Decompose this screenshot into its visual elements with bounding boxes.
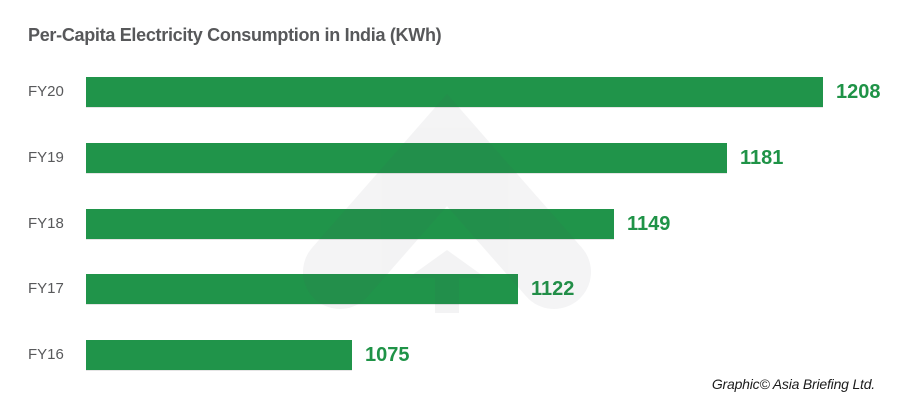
category-label: FY19 [28,149,64,166]
bar-row: FY18 1149 [0,209,900,239]
category-label: FY18 [28,215,64,232]
value-label: 1208 [836,81,881,103]
value-bar [86,274,518,304]
value-label: 1149 [627,213,671,235]
page-title: Per-Capita Electricity Consumption in In… [28,25,442,45]
value-bar [86,340,352,370]
value-label: 1075 [365,344,410,366]
bar-row: FY20 1208 [0,77,900,107]
category-label: FY16 [28,346,64,363]
credit-text: Graphic© Asia Briefing Ltd. [711,376,875,392]
category-label: FY20 [28,83,64,100]
bar-row: FY16 1075 [0,340,900,370]
bar-row: FY19 1181 [0,143,900,173]
value-bar [86,143,727,173]
category-label: FY17 [28,280,64,297]
bar-row: FY17 1122 [0,274,900,304]
value-bar [86,209,614,239]
value-bar [86,77,823,107]
value-label: 1181 [740,147,784,169]
value-label: 1122 [531,278,575,300]
